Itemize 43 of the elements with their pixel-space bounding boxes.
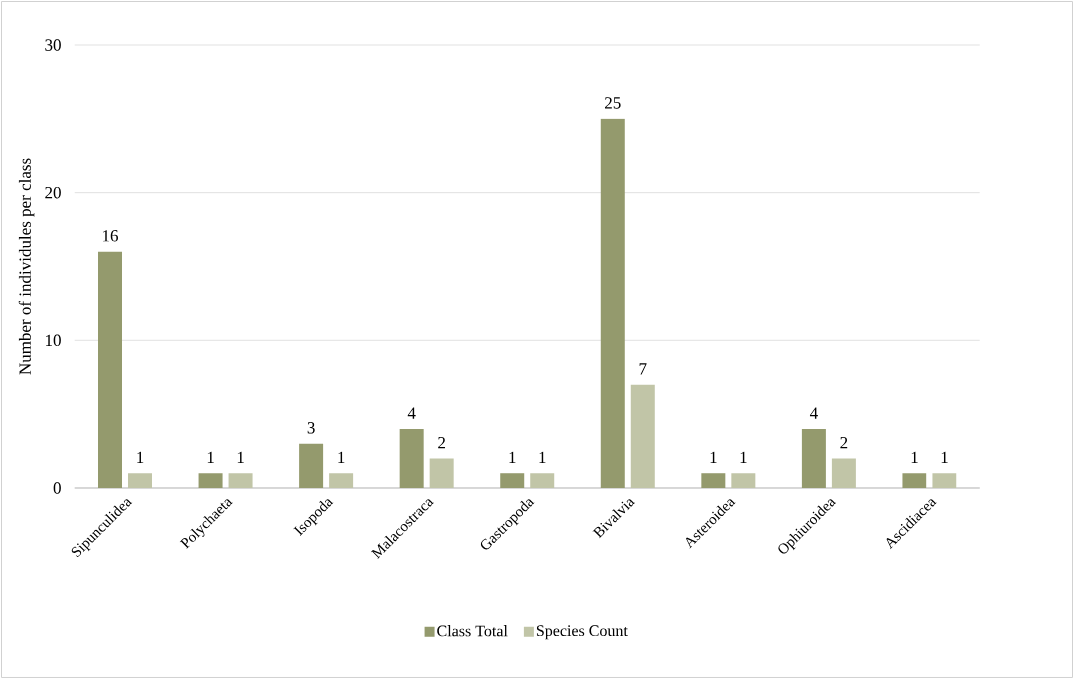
bar <box>530 473 555 488</box>
bar <box>399 428 424 488</box>
bar <box>98 251 123 488</box>
data-label: 1 <box>740 451 747 464</box>
data-label: 1 <box>941 451 948 464</box>
data-label: 1 <box>237 451 244 464</box>
legend-label: Species Count <box>536 625 628 640</box>
data-label: 25 <box>605 97 621 109</box>
y-tick-label: 10 <box>46 334 61 347</box>
data-label: 1 <box>509 451 516 464</box>
bar <box>128 473 153 488</box>
data-label: 4 <box>809 407 818 419</box>
data-label: 16 <box>103 230 119 242</box>
y-axis-title: Number of individules per class <box>18 158 35 375</box>
legend-label: Class Total <box>437 625 508 637</box>
bar <box>902 473 927 488</box>
data-label: 4 <box>407 407 416 419</box>
bar <box>329 473 354 488</box>
data-label: 1 <box>911 451 918 464</box>
data-label: 3 <box>307 422 315 434</box>
data-label: 1 <box>710 451 717 464</box>
data-label: 1 <box>338 451 345 464</box>
y-tick-label: 30 <box>45 39 61 51</box>
data-label: 2 <box>438 436 445 449</box>
y-tick-label: 20 <box>45 186 61 199</box>
bar <box>228 473 253 488</box>
data-label: 7 <box>639 363 647 375</box>
bar <box>500 473 525 488</box>
data-label: 2 <box>840 436 848 449</box>
bar <box>299 443 324 488</box>
y-tick-label: 0 <box>53 482 61 494</box>
data-label: 1 <box>137 451 144 464</box>
bar <box>932 473 957 488</box>
bar <box>801 428 826 488</box>
bar <box>630 384 655 488</box>
data-label: 1 <box>207 451 214 464</box>
bar <box>429 458 454 488</box>
bar <box>831 458 856 488</box>
bar <box>701 473 726 488</box>
bar <box>731 473 756 488</box>
data-label: 1 <box>539 451 546 464</box>
bar <box>600 118 625 488</box>
bar <box>198 473 223 488</box>
